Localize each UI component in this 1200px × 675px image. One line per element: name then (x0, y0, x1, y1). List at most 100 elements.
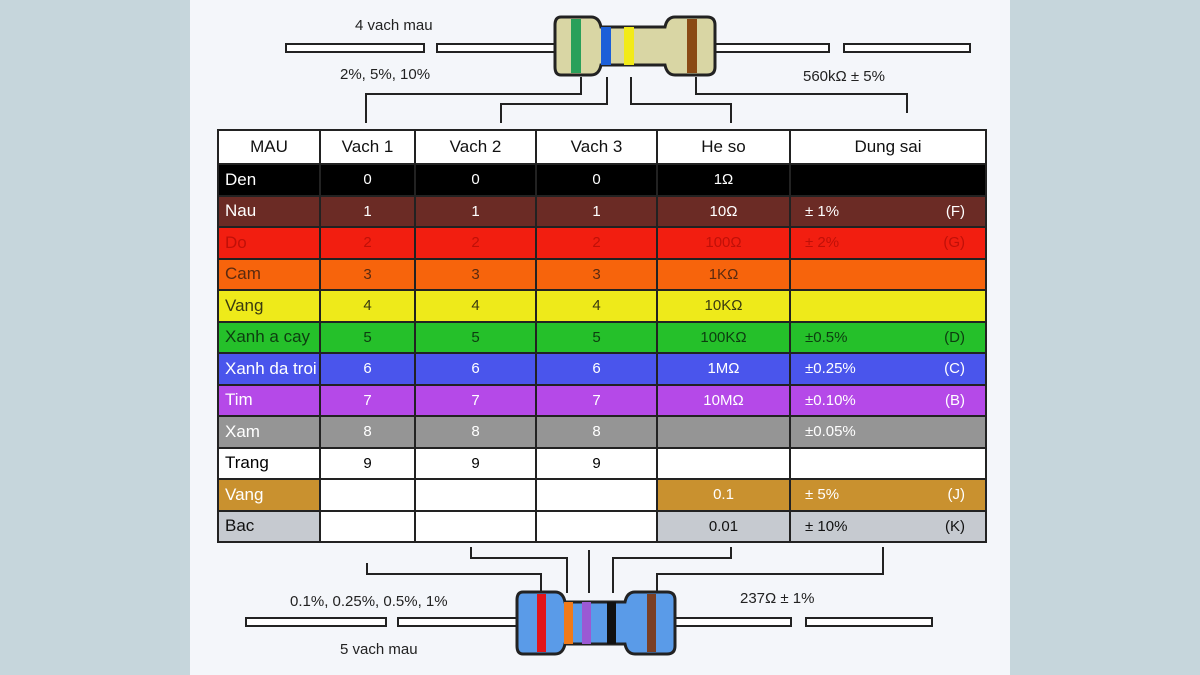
band-2-cell: 5 (414, 320, 537, 354)
wire (500, 103, 608, 105)
multiplier-cell (656, 415, 791, 449)
header-vach-3: Vach 3 (535, 129, 658, 165)
color-name-cell: Xanh a cay (217, 320, 321, 354)
tolerance-code: (G) (943, 234, 965, 252)
table-row: Bac 0.01 ± 10% (K) (217, 509, 987, 543)
multiplier-cell: 100KΩ (656, 320, 791, 354)
wire (695, 93, 908, 95)
band-1-cell: 7 (319, 383, 416, 417)
wire (470, 547, 472, 559)
wire (630, 77, 632, 105)
band-2-cell: 1 (414, 194, 537, 228)
tolerance-cell: ± 2% (G) (789, 226, 987, 260)
bottom-tolerance-note: 0.1%, 0.25%, 0.5%, 1% (290, 593, 448, 610)
multiplier-cell: 0.01 (656, 509, 791, 543)
tolerance-value: ±0.5% (805, 328, 848, 346)
table-row: Vang 4 4 4 10KΩ (217, 289, 987, 323)
resistor-5-body (515, 590, 677, 656)
band-blue (601, 27, 611, 65)
tolerance-cell (789, 163, 987, 197)
color-name-cell: Xanh da troi (217, 352, 321, 386)
multiplier-cell (656, 446, 791, 480)
table-row: Vang 0.1 ± 5% (J) (217, 478, 987, 512)
resistor-5-band (515, 590, 677, 656)
wire (656, 573, 658, 593)
table-row: Tim 7 7 7 10MΩ ±0.10% (B) (217, 383, 987, 417)
tolerance-value: ±0.25% (805, 360, 856, 378)
band-2-cell: 8 (414, 415, 537, 449)
table-row: Xanh a cay 5 5 5 100KΩ ±0.5% (D) (217, 320, 987, 354)
band-1-cell: 1 (319, 194, 416, 228)
band-1-cell (319, 509, 416, 543)
color-name-cell: Do (217, 226, 321, 260)
band-2-cell (414, 509, 537, 543)
tolerance-code: (K) (945, 517, 965, 535)
wire (630, 103, 732, 105)
band-3-cell (535, 509, 658, 543)
wire (470, 557, 568, 559)
band-1-cell: 8 (319, 415, 416, 449)
band-2-cell: 7 (414, 383, 537, 417)
wire (365, 93, 582, 95)
band-1-cell: 9 (319, 446, 416, 480)
table-row: Xanh da troi 6 6 6 1MΩ ±0.25% (C) (217, 352, 987, 386)
multiplier-cell: 10KΩ (656, 289, 791, 323)
band-brown-5 (647, 594, 656, 652)
wire (612, 557, 614, 593)
band-1-cell: 2 (319, 226, 416, 260)
tolerance-value: ± 1% (805, 202, 840, 220)
resistor-4-band (553, 15, 717, 77)
band-1-cell: 5 (319, 320, 416, 354)
wire (500, 103, 502, 123)
table-row: Xam 8 8 8 ±0.05% (217, 415, 987, 449)
band-1-cell: 3 (319, 257, 416, 291)
tolerance-cell: ±0.25% (C) (789, 352, 987, 386)
band-3-cell: 3 (535, 257, 658, 291)
band-3-cell: 8 (535, 415, 658, 449)
top-lead-right-outer (843, 43, 971, 53)
table-row: Cam 3 3 3 1KΩ (217, 257, 987, 291)
tolerance-value: ±0.10% (805, 391, 856, 409)
tolerance-cell: ±0.5% (D) (789, 320, 987, 354)
band-2-cell: 4 (414, 289, 537, 323)
wire (906, 93, 908, 113)
bottom-lead-left-outer (245, 617, 387, 627)
band-2-cell: 3 (414, 257, 537, 291)
band-violet (582, 602, 591, 644)
multiplier-cell: 10Ω (656, 194, 791, 228)
band-orange (564, 602, 573, 644)
header-he-so: He so (656, 129, 791, 165)
multiplier-cell: 1MΩ (656, 352, 791, 386)
header-mau: MAU (217, 129, 321, 165)
color-name-cell: Den (217, 163, 321, 197)
bottom-lead-left-inner (397, 617, 521, 627)
multiplier-cell: 1Ω (656, 163, 791, 197)
color-name-cell: Xam (217, 415, 321, 449)
multiplier-cell: 10MΩ (656, 383, 791, 417)
tolerance-code: (D) (944, 328, 965, 346)
band-1-cell (319, 478, 416, 512)
tolerance-cell (789, 289, 987, 323)
wire (366, 563, 368, 575)
band-red (537, 594, 546, 652)
color-name-cell: Nau (217, 194, 321, 228)
top-title: 4 vach mau (355, 17, 433, 34)
header-vach-1: Vach 1 (319, 129, 416, 165)
wire (695, 77, 697, 95)
top-lead-left-outer (285, 43, 425, 53)
tolerance-cell: ±0.10% (B) (789, 383, 987, 417)
table-row: Nau 1 1 1 10Ω ± 1% (F) (217, 194, 987, 228)
tolerance-cell: ± 5% (J) (789, 478, 987, 512)
wire (730, 103, 732, 123)
bottom-value-note: 237Ω ± 1% (740, 590, 815, 607)
band-2-cell (414, 478, 537, 512)
band-3-cell: 4 (535, 289, 658, 323)
tolerance-code: (F) (945, 202, 965, 220)
band-3-cell: 0 (535, 163, 658, 197)
wire (612, 557, 732, 559)
wire (365, 93, 367, 123)
wire (566, 557, 568, 593)
wire (580, 77, 582, 95)
tolerance-value: ± 5% (805, 486, 840, 504)
band-3-cell: 5 (535, 320, 658, 354)
